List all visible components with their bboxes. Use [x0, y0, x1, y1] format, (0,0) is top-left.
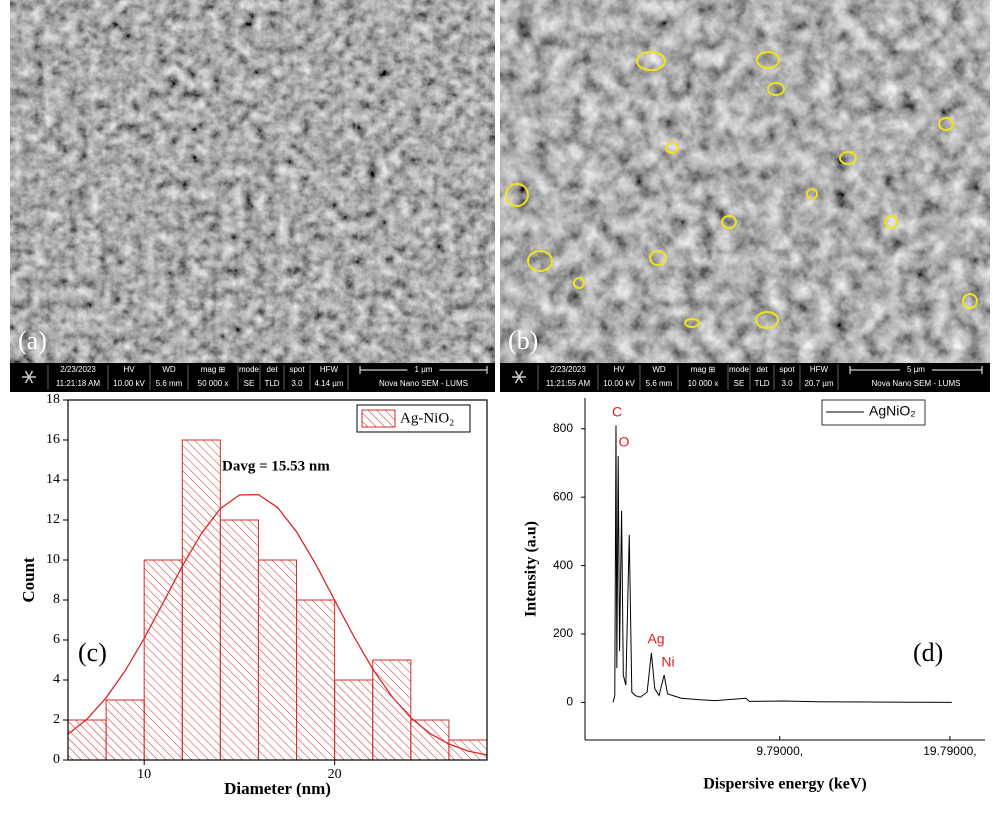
info-field-name: HFW — [320, 365, 339, 374]
panel-label: (a) — [18, 326, 47, 355]
y-tick-label: 8 — [53, 592, 60, 607]
info-time: 11:21:55 AM — [546, 379, 591, 388]
info-bar — [500, 363, 990, 392]
y-tick-label: 16 — [46, 432, 60, 447]
y-tick-label: 14 — [46, 472, 60, 487]
info-field-name: HV — [123, 365, 135, 374]
info-field-name: det — [266, 365, 278, 374]
histogram-bar — [448, 739, 488, 761]
x-axis-title: Dispersive energy (keV) — [703, 776, 867, 793]
info-field-name: HV — [613, 365, 625, 374]
info-field-value: 4.14 µm — [314, 379, 343, 388]
info-field-value: 10 000 x — [688, 379, 719, 388]
logo-stroke — [24, 370, 34, 384]
instrument: Nova Nano SEM - LUMS — [872, 379, 961, 388]
y-tick-label: 800 — [553, 421, 573, 435]
histogram-bar — [410, 719, 450, 761]
info-field-value: 5.6 mm — [646, 379, 673, 388]
info-field-value: 20.7 µm — [804, 379, 833, 388]
info-field-value: 5.6 mm — [156, 379, 183, 388]
info-date: 2/23/2023 — [550, 365, 586, 374]
scale-label: 5 µm — [907, 365, 925, 374]
histogram-bar — [296, 599, 336, 761]
info-field-name: mag ⊞ — [201, 365, 226, 374]
info-field-value: TLD — [754, 379, 769, 388]
histogram-bar — [181, 439, 221, 761]
sem-image-a — [10, 0, 495, 363]
histogram-bar — [334, 679, 374, 761]
info-field-name: det — [756, 365, 768, 374]
y-tick-label: 0 — [566, 695, 573, 709]
x-tick-label: 10 — [137, 767, 151, 782]
info-bar — [10, 363, 495, 392]
histogram-bar — [105, 699, 145, 761]
info-field-name: HFW — [810, 365, 829, 374]
x-tick-label: 19.79000, — [923, 744, 976, 758]
histogram-bar — [219, 519, 259, 761]
info-field-name: mag ⊞ — [691, 365, 716, 374]
legend-label: Ag-NiO₂ — [400, 410, 454, 426]
panel-label: (b) — [508, 326, 538, 355]
x-tick-label: 9.79000, — [756, 744, 803, 758]
y-tick-label: 200 — [553, 626, 573, 640]
annotation: Davg = 15.53 nm — [222, 458, 330, 474]
histogram-bar — [257, 559, 298, 761]
y-tick-label: 10 — [46, 552, 60, 567]
y-tick-label: 12 — [46, 512, 60, 527]
info-field-value: SE — [244, 379, 255, 388]
y-tick-label: 400 — [553, 558, 573, 572]
histogram-bar — [372, 659, 412, 761]
info-field-name: spot — [289, 365, 305, 374]
info-field-value: 50 000 x — [198, 379, 229, 388]
peak-label: O — [619, 434, 630, 450]
info-field-name: mode — [729, 365, 750, 374]
panel-label: (c) — [78, 638, 107, 667]
histogram-bar — [67, 719, 107, 761]
y-tick-label: 4 — [53, 672, 60, 687]
info-field-value: SE — [734, 379, 745, 388]
x-tick-label: 20 — [328, 767, 342, 782]
fit-curve — [67, 493, 488, 756]
sem-image-b — [500, 0, 990, 363]
y-tick-label: 6 — [53, 632, 60, 647]
info-field-value: 3.0 — [781, 379, 793, 388]
info-field-value: 10.00 kV — [113, 379, 145, 388]
instrument: Nova Nano SEM - LUMS — [379, 379, 468, 388]
spectrum-line — [612, 425, 952, 703]
x-axis-title: Diameter (nm) — [224, 779, 331, 798]
info-date: 2/23/2023 — [60, 365, 96, 374]
logo-stroke — [514, 370, 524, 384]
info-field-name: spot — [779, 365, 795, 374]
particle-markers — [505, 51, 978, 329]
peak-label: Ag — [647, 631, 664, 647]
y-axis-title: Intensity (a.u) — [523, 521, 540, 617]
info-field-name: WD — [162, 365, 176, 374]
info-field-value: 3.0 — [291, 379, 303, 388]
peak-label: Ni — [661, 654, 674, 670]
plot-frame — [67, 399, 488, 761]
info-field-value: TLD — [264, 379, 279, 388]
y-tick-label: 0 — [53, 752, 60, 767]
panel-label: (d) — [913, 638, 943, 667]
info-field-value: 10.00 kV — [603, 379, 635, 388]
y-axis-title: Count — [19, 557, 38, 603]
histogram-bar — [143, 559, 183, 761]
scale-label: 1 µm — [415, 365, 433, 374]
legend-swatch — [361, 409, 396, 428]
legend-label: AgNiO₂ — [869, 403, 916, 419]
y-tick-label: 18 — [46, 392, 60, 407]
y-tick-label: 2 — [53, 712, 60, 727]
info-time: 11:21:18 AM — [56, 379, 101, 388]
info-field-name: WD — [652, 365, 666, 374]
info-field-name: mode — [239, 365, 260, 374]
y-tick-label: 600 — [553, 489, 573, 503]
peak-label: C — [612, 404, 622, 420]
